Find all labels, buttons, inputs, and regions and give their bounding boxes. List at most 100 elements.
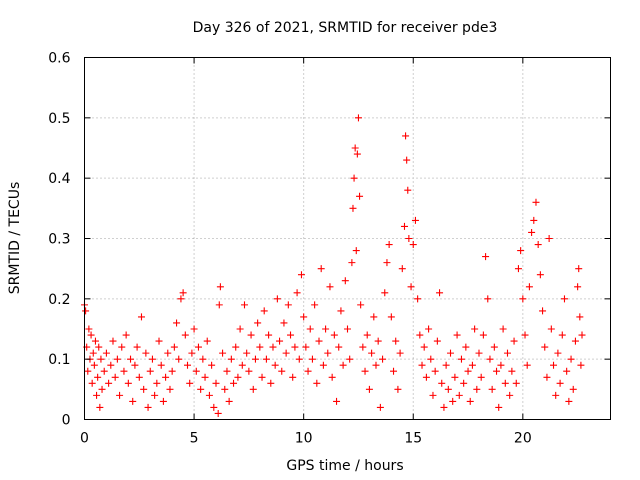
data-point (262, 355, 270, 363)
data-point (512, 379, 520, 387)
data-point (482, 253, 490, 261)
y-tick-label: 0 (62, 413, 71, 429)
data-point (578, 331, 586, 339)
data-point (306, 325, 314, 333)
data-point (308, 355, 316, 363)
data-point (251, 355, 259, 363)
x-tick-label: 20 (514, 431, 532, 447)
data-point (560, 295, 568, 303)
data-point (84, 367, 92, 375)
data-point (438, 379, 446, 387)
data-point (328, 373, 336, 381)
data-point (215, 301, 223, 309)
data-point (381, 289, 389, 297)
data-point (238, 361, 246, 369)
data-point (471, 325, 479, 333)
chart-title: Day 326 of 2021, SRMTID for receiver pde… (193, 20, 498, 36)
data-point (168, 367, 176, 375)
data-point (243, 349, 251, 357)
data-point (88, 379, 96, 387)
data-point (146, 367, 154, 375)
data-point (184, 361, 192, 369)
data-point (234, 373, 242, 381)
data-point (550, 361, 558, 369)
data-point (349, 204, 357, 212)
data-point (148, 355, 156, 363)
data-point (341, 277, 349, 285)
data-point (493, 367, 501, 375)
data-point (365, 385, 373, 393)
data-point (131, 361, 139, 369)
data-point (96, 403, 104, 411)
x-axis-label: GPS time / hours (286, 458, 403, 474)
data-point (571, 337, 579, 345)
data-point (539, 307, 547, 315)
data-point (326, 283, 334, 291)
data-point (300, 313, 308, 321)
data-point (350, 174, 358, 182)
data-point (164, 349, 172, 357)
data-point (523, 361, 531, 369)
data-point (517, 247, 525, 255)
data-point (416, 331, 424, 339)
data-point (258, 373, 266, 381)
data-point (425, 325, 433, 333)
data-point (214, 409, 222, 417)
data-point (442, 361, 450, 369)
y-tick-label: 0.5 (48, 111, 70, 127)
x-tick-label: 15 (404, 431, 422, 447)
data-point (91, 337, 99, 345)
data-point (159, 397, 167, 405)
data-point (569, 385, 577, 393)
data-point (97, 355, 105, 363)
data-point (414, 295, 422, 303)
data-point (352, 247, 360, 255)
data-point (194, 343, 202, 351)
data-point (534, 241, 542, 249)
grid-lines (84, 57, 611, 420)
data-point (107, 361, 115, 369)
data-point (324, 349, 332, 357)
data-point (302, 343, 310, 351)
data-point (254, 319, 262, 327)
data-point (339, 361, 347, 369)
data-point (89, 349, 97, 357)
data-point (543, 373, 551, 381)
data-point (353, 150, 361, 158)
data-point (304, 367, 312, 375)
data-point (335, 343, 343, 351)
data-point (232, 343, 240, 351)
data-point (576, 313, 584, 321)
data-point (427, 355, 435, 363)
data-point (400, 222, 408, 230)
data-point (575, 265, 583, 273)
data-point (457, 355, 465, 363)
data-point (129, 397, 137, 405)
y-axis-label: SRMTID / TECUs (7, 182, 23, 295)
data-point (82, 307, 90, 315)
data-point (102, 349, 110, 357)
data-point (216, 283, 224, 291)
data-point (219, 349, 227, 357)
y-tick-label: 0.1 (48, 352, 70, 368)
data-point (501, 379, 509, 387)
data-point (135, 373, 143, 381)
data-point (280, 319, 288, 327)
data-point (230, 379, 238, 387)
data-point (140, 385, 148, 393)
data-point (525, 283, 533, 291)
data-point (351, 144, 359, 152)
data-point (447, 349, 455, 357)
data-point (484, 295, 492, 303)
data-point (210, 403, 218, 411)
data-point (330, 331, 338, 339)
data-point (451, 373, 459, 381)
data-point (510, 337, 518, 345)
data-points (81, 114, 586, 417)
data-point (420, 343, 428, 351)
data-point (460, 379, 468, 387)
data-point (368, 349, 376, 357)
data-point (490, 343, 498, 351)
data-point (127, 355, 135, 363)
